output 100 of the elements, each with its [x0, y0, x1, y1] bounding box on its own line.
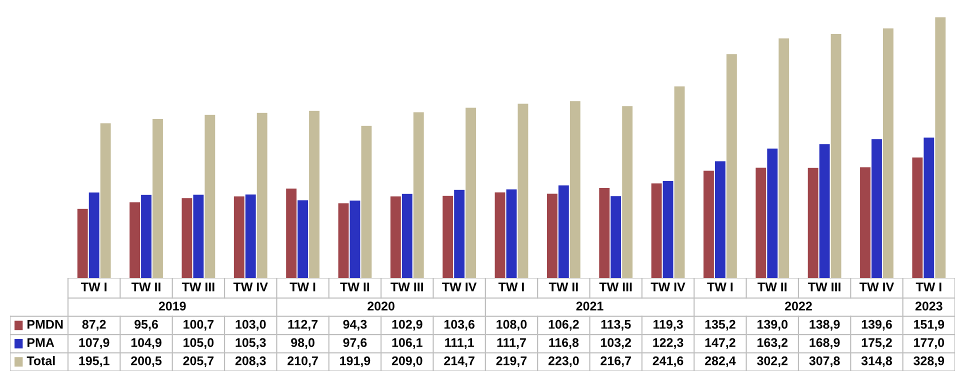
bar	[466, 108, 476, 278]
data-label: 106,2	[548, 320, 579, 331]
x-tick-label: TW II	[758, 282, 786, 292]
data-label: 107,9	[79, 338, 110, 349]
bar	[830, 34, 842, 278]
x-tick-label: TW II	[340, 282, 370, 292]
bar	[756, 168, 766, 278]
bar	[714, 161, 726, 278]
x-tick-label: TW IV	[860, 282, 894, 292]
bar	[245, 194, 256, 278]
data-label: 191,9	[340, 356, 370, 368]
legend-label: PMA	[28, 338, 54, 347]
bar	[912, 158, 923, 278]
data-label: 282,4	[705, 356, 736, 368]
text: 2022	[785, 302, 812, 311]
bar	[361, 126, 372, 278]
x-tick-label: TW IV	[650, 282, 686, 292]
data-label: 302,2	[757, 356, 788, 368]
bar	[506, 189, 517, 278]
data-label: 175,2	[862, 338, 892, 349]
bar	[518, 104, 528, 278]
data-label: 113,5	[601, 320, 631, 331]
data-label: 195,1	[79, 356, 110, 368]
x-tick-label: TW I	[81, 282, 106, 292]
text: 2021	[576, 302, 604, 311]
data-label: 116,8	[549, 338, 579, 349]
data-label: 111,7	[497, 338, 526, 349]
bar	[808, 168, 818, 278]
bar	[704, 170, 714, 278]
bar	[130, 202, 140, 278]
data-label: 163,2	[758, 338, 788, 349]
data-label: 214,7	[444, 356, 474, 368]
bar	[767, 148, 778, 278]
bar	[442, 196, 454, 278]
data-label: 95,6	[134, 320, 158, 331]
data-label: 103,2	[601, 338, 631, 349]
bar	[338, 203, 349, 278]
data-label: 119,3	[654, 320, 683, 331]
text: 2020	[368, 302, 394, 311]
bar	[674, 86, 685, 278]
bar	[234, 196, 244, 278]
data-label: 102,9	[392, 320, 422, 331]
x-tick-label: TW I	[290, 282, 316, 292]
data-label: 208,3	[235, 356, 266, 368]
text: 2019	[158, 302, 186, 311]
bar	[872, 139, 882, 278]
data-label: 112,7	[288, 320, 318, 331]
bar	[726, 54, 737, 278]
x-tick-label: TW III	[390, 282, 423, 292]
bar	[882, 28, 894, 278]
data-label: 98,0	[291, 338, 314, 349]
data-label: 219,7	[496, 356, 527, 368]
bar	[546, 194, 558, 278]
bar	[204, 114, 216, 278]
data-label: 200,5	[131, 356, 162, 368]
data-label: 216,7	[600, 356, 631, 368]
x-tick-label: TW II	[548, 282, 578, 292]
data-label: 108,0	[496, 320, 527, 331]
bar	[350, 200, 360, 278]
bar	[651, 183, 662, 278]
legend-label: PMDN	[28, 320, 63, 329]
data-label: 97,6	[343, 338, 367, 349]
data-label: 103,6	[444, 320, 475, 331]
bar	[309, 110, 320, 278]
bar	[454, 190, 465, 278]
bar	[256, 112, 268, 278]
bar	[935, 17, 946, 278]
bar	[662, 181, 674, 278]
bar	[494, 192, 506, 278]
bar	[88, 192, 100, 278]
bar	[152, 119, 163, 278]
bar	[558, 185, 569, 278]
bar	[286, 188, 297, 278]
bar	[819, 144, 830, 278]
x-tick-label: TW III	[599, 282, 632, 292]
data-label: 241,6	[652, 356, 684, 368]
bar	[599, 188, 610, 278]
data-label: 106,1	[392, 338, 422, 349]
data-label: 103,0	[236, 320, 266, 331]
x-tick-label: TW I	[707, 282, 733, 292]
data-label: 205,7	[183, 356, 214, 368]
data-label: 307,8	[809, 356, 840, 368]
bar	[402, 194, 412, 278]
bar	[860, 167, 870, 278]
data-label: 328,9	[914, 356, 944, 368]
data-label: 111,1	[445, 338, 474, 349]
data-label: 139,0	[758, 320, 788, 331]
x-tick-label: TW I	[498, 282, 524, 292]
x-tick-label: TW III	[182, 282, 214, 292]
data-label: 223,0	[548, 356, 579, 368]
data-label: 105,3	[236, 338, 266, 349]
data-label: 177,0	[914, 338, 944, 349]
bar	[77, 208, 88, 278]
legend-label: Total	[26, 356, 55, 366]
bar	[622, 106, 633, 278]
bar	[778, 38, 790, 278]
data-label: 122,3	[653, 338, 684, 349]
data-label: 151,9	[914, 320, 944, 331]
bar	[298, 200, 308, 278]
data-label: 139,6	[862, 320, 892, 331]
